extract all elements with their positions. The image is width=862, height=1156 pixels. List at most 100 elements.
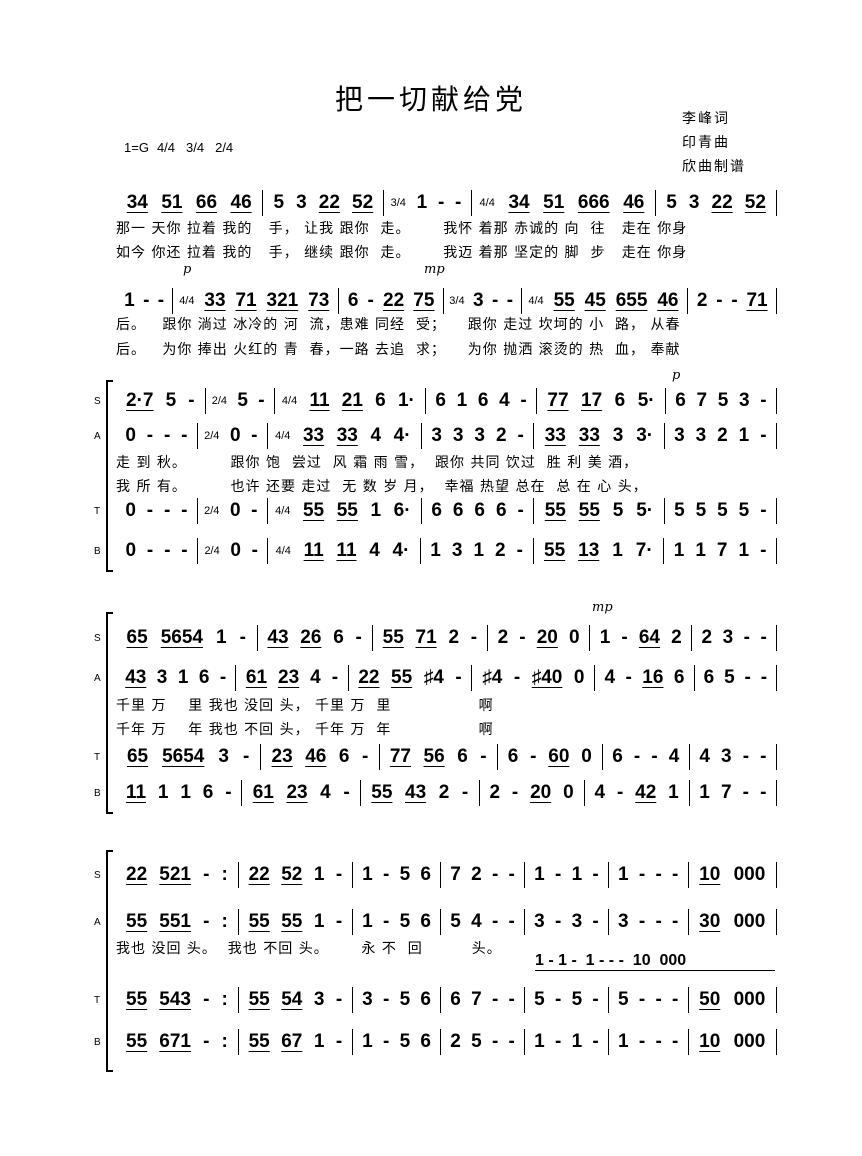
note: 000 xyxy=(733,1031,766,1052)
note: - xyxy=(491,1031,499,1052)
note: 6 xyxy=(420,1031,431,1052)
note: 20 xyxy=(530,782,552,803)
note: - xyxy=(554,864,562,885)
note: - xyxy=(382,989,390,1010)
note: - xyxy=(146,425,154,446)
note: - xyxy=(251,425,258,446)
note: - xyxy=(437,192,445,213)
note: - xyxy=(760,390,767,411)
note: 60 xyxy=(548,746,570,767)
note: 23 xyxy=(278,667,300,688)
note: - xyxy=(382,911,390,932)
note: - xyxy=(592,911,599,932)
note: 1 xyxy=(618,1031,629,1052)
measure: 4/4 55 55 1 6· xyxy=(266,498,421,524)
notation-row: 11 1 1 6-61 23 4-55 43 2-2-20 0 4-42 1 1 7- - xyxy=(116,780,777,806)
note: - xyxy=(331,667,339,688)
note: 77 xyxy=(547,390,569,411)
measure: 55 55 1- xyxy=(237,909,352,935)
note: 52 xyxy=(744,192,766,213)
note: 23 xyxy=(286,782,308,803)
measure: 77 17 6 5· xyxy=(536,388,665,414)
note: - xyxy=(146,540,154,561)
note: - xyxy=(181,540,188,561)
note: 21 xyxy=(341,390,363,411)
lyric-line: 千里 万 里 我也 没回 头， 千里 万 里 啊 xyxy=(116,698,494,714)
key-label: 1=G xyxy=(124,140,149,155)
note: 55 xyxy=(553,290,575,311)
note: - xyxy=(491,864,499,885)
note: - xyxy=(517,425,524,446)
note: 5 xyxy=(273,192,285,213)
measure: 22 521-: xyxy=(116,862,238,888)
measure: 5-5- xyxy=(524,987,608,1013)
note: 671 xyxy=(159,1031,191,1052)
note: 65 xyxy=(126,746,149,767)
voice-label: A xyxy=(94,431,101,442)
measure: 5 3 22 52 xyxy=(655,190,776,216)
measure: 1--- xyxy=(607,1029,688,1055)
note: 5· xyxy=(636,500,654,521)
note: 1 xyxy=(216,627,227,648)
measure: 5 3 22 52 xyxy=(262,190,383,216)
note: - xyxy=(455,192,462,213)
voice-label: S xyxy=(94,396,101,407)
note: 55 xyxy=(371,782,393,803)
measure: 43 3 1 6- xyxy=(116,665,235,691)
measure: 30 000 xyxy=(687,909,776,935)
song-title: 把一切献给党 xyxy=(334,83,527,116)
note: 55 xyxy=(382,627,404,648)
measure: 55 43 2- xyxy=(360,780,479,806)
note: - xyxy=(492,290,499,311)
note: - xyxy=(672,911,679,932)
note: 1 xyxy=(416,192,428,213)
time-signature: 3/4 xyxy=(449,295,465,307)
note: 3 xyxy=(218,746,229,767)
measure: 50 000 xyxy=(687,987,776,1013)
time-signature: 4/4 xyxy=(275,430,291,442)
note: 55 xyxy=(248,1031,270,1052)
note: 1 xyxy=(473,540,485,561)
note: - xyxy=(517,500,524,521)
measure: 34 51 66 46 xyxy=(116,190,262,216)
note: 52 xyxy=(281,864,303,885)
voice-label: T xyxy=(94,995,101,1006)
note: 4 xyxy=(320,782,331,803)
lyric-line: 我也 没回 头。 我也 不回 头。 永 不 回 头。 xyxy=(116,941,502,957)
note: - xyxy=(163,500,171,521)
measure: 3/4 3- - xyxy=(443,288,521,314)
note: - xyxy=(592,989,599,1010)
measure: 10 000 xyxy=(687,1029,776,1055)
note: - xyxy=(651,746,658,767)
note: 33 xyxy=(578,425,600,446)
note: 3 xyxy=(451,540,463,561)
note: - xyxy=(716,290,723,311)
note: 5 xyxy=(471,1031,482,1052)
note: 3 xyxy=(688,192,700,213)
measure: 43 26 6- xyxy=(256,625,372,651)
note: - xyxy=(655,864,662,885)
notation-row: 34 51 66 46 5 3 22 52 3/4 1- -4/4 34 51 666 46 5 3 22 52 xyxy=(116,190,777,216)
note: 61 xyxy=(245,667,268,688)
note: 2 xyxy=(495,425,507,446)
note: 0 xyxy=(230,540,241,561)
note: - xyxy=(251,540,258,561)
note: 5 xyxy=(165,390,177,411)
note: 6 xyxy=(435,390,446,411)
note: 1 xyxy=(362,911,373,932)
note: 3 xyxy=(296,192,307,213)
time-signature: 2/4 xyxy=(204,505,220,517)
note: - xyxy=(335,864,343,885)
note: 6 xyxy=(703,667,715,688)
system-bracket xyxy=(106,850,113,1072)
note: - xyxy=(181,500,188,521)
measure: 77 56 6- xyxy=(378,744,497,770)
note: - xyxy=(530,746,537,767)
measure: 2/4 0- xyxy=(197,538,267,564)
note: 5· xyxy=(637,390,655,411)
note: - xyxy=(760,746,767,767)
